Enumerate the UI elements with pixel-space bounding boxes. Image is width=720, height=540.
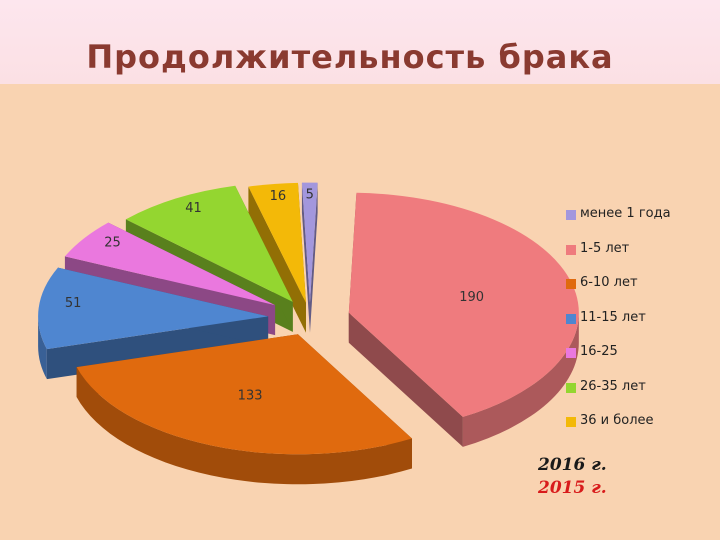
legend-label-36-и-более: 36 и более <box>580 413 654 428</box>
slice-side-11-15-лет <box>38 316 47 380</box>
legend-swatch-менее-1-года <box>566 210 576 220</box>
slice-top-16-25 <box>64 222 276 306</box>
data-label-26-35-лет: 41 <box>185 201 202 216</box>
legend-label-26-35-лет: 26-35 лет <box>580 378 646 394</box>
data-label-менее-1-года: 5 <box>306 188 314 203</box>
slice-менее-1-года <box>301 182 318 333</box>
slice-top-6-10-лет <box>76 334 412 455</box>
legend-swatch-6-10-лет <box>566 279 576 289</box>
legend-item-6-10-лет: 6-10 лет <box>566 275 671 310</box>
data-label-16-25: 25 <box>104 236 121 251</box>
slice-top-менее-1-года <box>301 182 318 303</box>
chart-legend: менее 1 года 1-5 лет 6-10 лет 11-15 лет 16-2… <box>566 206 671 448</box>
data-label-11-15-лет: 51 <box>65 296 82 311</box>
slice-top-1-5-лет <box>348 192 579 417</box>
slice-wall-1-5-лет-1 <box>348 312 463 447</box>
slice-36-и-более <box>248 182 306 333</box>
legend-item-16-25: 16-25 <box>566 344 671 379</box>
legend-item-11-15-лет: 11-15 лет <box>566 310 671 345</box>
legend-label-6-10-лет: 6-10 лет <box>580 275 638 290</box>
legend-label-1-5-лет: 1-5 лет <box>580 240 630 256</box>
slice-wall-36-и-более-0 <box>248 186 306 333</box>
chart-title: Продолжительность брака <box>86 38 614 76</box>
slice-wall-менее-1-года-1 <box>309 182 318 333</box>
legend-swatch-26-35-лет <box>566 382 576 393</box>
title-band <box>0 0 720 84</box>
slice-1-5-лет <box>348 192 579 447</box>
note-2016: 2016 г. <box>538 455 607 475</box>
legend-swatch-36-и-более <box>566 417 576 427</box>
slice-side-1-5-лет <box>462 312 579 447</box>
slice-wall-менее-1-года-0 <box>301 182 310 333</box>
legend-item-36-и-более: 36 и более <box>566 413 671 448</box>
legend-label-16-25: 16-25 <box>580 344 618 359</box>
legend-swatch-11-15-лет <box>566 313 576 324</box>
legend-label-11-15-лет: 11-15 лет <box>580 309 646 325</box>
legend-swatch-16-25 <box>566 348 576 358</box>
slice-top-26-35-лет <box>125 185 293 302</box>
data-label-36-и-более: 16 <box>270 189 287 204</box>
legend-swatch-1-5-лет <box>566 244 576 255</box>
slice-side-6-10-лет <box>76 367 412 485</box>
slice-top-36-и-более <box>248 182 306 303</box>
note-2015: 2015 г. <box>538 478 607 498</box>
legend-label-менее-1-года: менее 1 года <box>580 206 671 221</box>
data-label-1-5-лет: 190 <box>459 290 484 305</box>
slice-top-11-15-лет <box>38 267 269 350</box>
legend-item-26-35-лет: 26-35 лет <box>566 379 671 414</box>
legend-item-менее-1-года: менее 1 года <box>566 206 671 241</box>
data-label-6-10-лет: 133 <box>238 388 263 403</box>
slice-6-10-лет <box>76 334 412 485</box>
legend-item-1-5-лет: 1-5 лет <box>566 241 671 276</box>
